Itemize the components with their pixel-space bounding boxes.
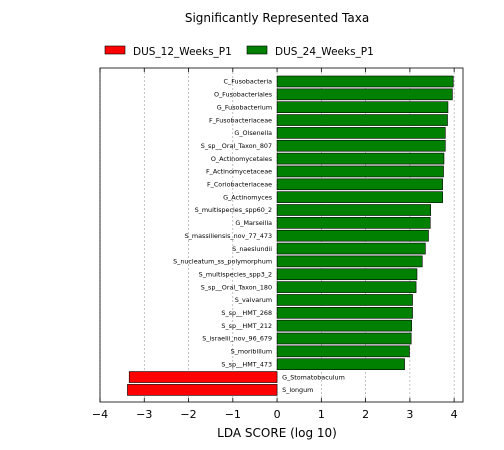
legend-label-dus-24: DUS_24_Weeks_P1 (275, 46, 374, 58)
bar-label: S_massiliensis_nov_77_473 (185, 232, 272, 240)
bar (276, 139, 446, 152)
x-tick-label: 0 (274, 408, 281, 421)
bar (276, 114, 448, 126)
bar (276, 281, 417, 293)
bar (276, 191, 443, 203)
bar (127, 384, 278, 396)
bar-label: G_Stomatobaculum (282, 373, 345, 381)
bar-label: F_Actinomycetaceae (206, 168, 272, 176)
bar-label: S_israelii_nov_96_679 (202, 335, 272, 343)
bar-label: S_sp__HMT_212 (221, 322, 272, 330)
x-axis-ticks: −4 −3 −2 −1 0 1 2 3 4 (92, 68, 458, 421)
x-tick-label: −1 (225, 408, 241, 421)
bar-label: S_sp__HMT_268 (221, 309, 272, 317)
bar-label: S_sp__HMT_473 (221, 360, 272, 368)
bar-label: S_nucleatum_ss_polymorphum (173, 258, 272, 266)
plot-frame (99, 67, 464, 403)
bars (127, 75, 454, 396)
bar (276, 294, 413, 306)
bar-label: S_vaivarum (235, 296, 272, 304)
x-tick-label: −4 (92, 408, 108, 421)
bar (276, 319, 412, 332)
bar (276, 229, 429, 242)
bar-label: F_Coriobacteriaceae (207, 181, 272, 189)
bar-label: S_naeslundii (232, 245, 272, 253)
x-tick-label: −3 (136, 408, 152, 421)
bar-label: G_Actinomyces (223, 193, 273, 201)
bar-label: C_Fusobacteria (224, 78, 273, 86)
legend-swatch-dus-24 (246, 45, 268, 55)
x-axis-label: LDA SCORE (log 10) (217, 426, 337, 440)
bar (276, 255, 423, 268)
bar-label: S_sp__Oral_Taxon_807 (201, 142, 272, 150)
bar (276, 75, 454, 88)
bar (276, 101, 449, 113)
bar (276, 178, 443, 191)
bar (128, 371, 278, 383)
bar (276, 127, 446, 139)
bar-label: S_longum (282, 386, 313, 394)
bar-label: O_Fusobacteriales (214, 91, 273, 99)
chart-title: Significantly Represented Taxa (185, 11, 369, 25)
x-tick-label: 3 (406, 408, 413, 421)
bar (276, 152, 445, 165)
bar (276, 217, 431, 229)
bar-label: S_sp__Oral_Taxon_180 (201, 283, 272, 291)
legend-swatch-dus-12 (104, 45, 126, 55)
bar-label: S_multispecies_spp60_2 (195, 206, 272, 214)
bar-label: O_Actinomycetales (211, 155, 273, 163)
bar-label: S_multispecies_spp3_2 (199, 270, 272, 278)
bar (276, 242, 426, 255)
bar-label: G_Fusobacterium (217, 103, 272, 111)
bar-label: G_Olsenella (234, 129, 272, 137)
bar-label: F_Fusobacteriaceae (209, 116, 272, 124)
bar-label: S_moribillum (231, 348, 272, 356)
bar (276, 332, 412, 345)
bar (276, 88, 453, 101)
bar (276, 165, 444, 178)
bar (276, 358, 405, 371)
bar (276, 345, 410, 358)
legend-label-dus-12: DUS_12_Weeks_P1 (133, 46, 232, 58)
bar-labels: C_Fusobacteria O_Fusobacteriales G_Fusobac… (173, 78, 345, 394)
x-tick-label: 2 (362, 408, 369, 421)
bar (276, 306, 413, 319)
bar (276, 268, 418, 281)
legend: DUS_12_Weeks_P1 DUS_24_Weeks_P1 (104, 45, 374, 58)
x-tick-label: −2 (180, 408, 196, 421)
x-tick-label: 1 (318, 408, 325, 421)
bar-label: G_Marseilla (235, 219, 272, 227)
x-tick-label: 4 (451, 408, 458, 421)
bar (276, 204, 431, 216)
